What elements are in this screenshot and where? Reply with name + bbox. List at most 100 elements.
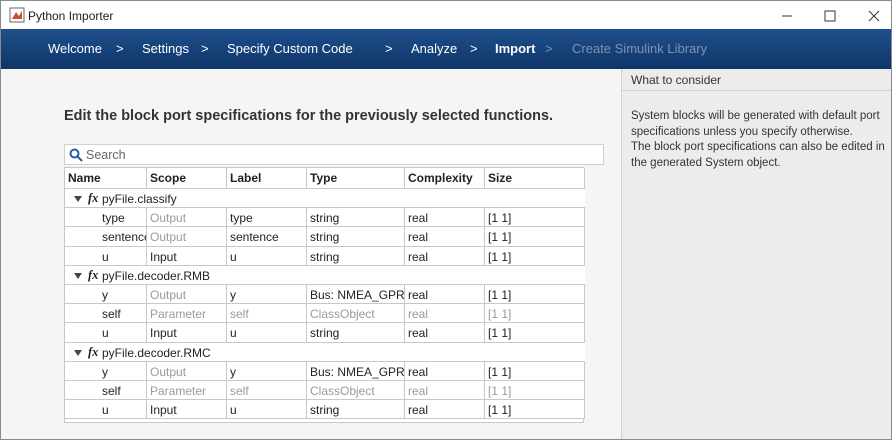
nav-step[interactable]: Create Simulink Library [572, 41, 708, 56]
table-cell: ClassObject [307, 304, 405, 323]
search-icon [69, 148, 83, 162]
function-row[interactable]: fx pyFile.classify [65, 189, 585, 209]
sidebar-paragraph: The block port specifications can also b… [631, 141, 885, 169]
sidebar-paragraph: System blocks will be generated with def… [631, 110, 880, 138]
table-cell: type [227, 208, 307, 227]
table-cell: Input [147, 246, 227, 265]
table-cell: string [307, 400, 405, 419]
function-icon: fx [88, 267, 99, 282]
search-box[interactable]: Search [64, 144, 604, 165]
table-cell: self [65, 304, 147, 323]
function-row[interactable]: fx pyFile.decoder.RMC [65, 342, 585, 362]
table-cell: [1 1] [485, 246, 585, 265]
table-cell: real [405, 323, 485, 342]
nav-separator: > [385, 41, 393, 56]
table-cell: string [307, 323, 405, 342]
app-icon [9, 7, 25, 23]
table-cell: real [405, 400, 485, 419]
table-cell: y [227, 285, 307, 304]
table-cell: real [405, 285, 485, 304]
nav-step[interactable]: Import [495, 41, 536, 56]
column-header: Type [307, 168, 405, 188]
expand-arrow[interactable] [74, 196, 82, 202]
function-icon: fx [88, 191, 99, 205]
sidebar-title: What to consider [622, 69, 891, 91]
port-row[interactable]: u Input u string real [1 1] [65, 323, 585, 343]
table-cell: Bus: NMEA_GPRMC [307, 361, 405, 380]
nav-separator: > [201, 41, 209, 56]
expand-arrow[interactable] [74, 272, 82, 279]
nav-step[interactable]: Specify Custom Code [227, 41, 353, 56]
table-cell: [1 1] [485, 227, 585, 246]
nav-step[interactable]: Welcome [48, 41, 102, 56]
sidebar-text: System blocks will be generated with def… [631, 109, 886, 171]
heading: Edit the block port specifications for t… [64, 108, 554, 124]
port-row[interactable]: self Parameter self ClassObject real [1 1] [65, 304, 585, 324]
table-cell: real [405, 381, 485, 400]
function-name: pyFile.decoder.RMB [102, 268, 211, 283]
table-cell: type [65, 208, 147, 227]
function-name: pyFile.decoder.RMC [102, 345, 211, 360]
column-header: Name [65, 168, 147, 188]
table-cell: string [307, 208, 405, 227]
table-cell: u [227, 246, 307, 265]
port-row[interactable]: sentence Output sentence string real [1 1] [65, 227, 585, 247]
table-cell: [1 1] [485, 361, 585, 380]
function-row[interactable]: fx pyFile.decoder.RMB [65, 265, 585, 285]
column-header: Complexity [405, 168, 485, 188]
table-cell: Output [147, 361, 227, 380]
window-title: Python Importer [28, 9, 114, 23]
table-cell: [1 1] [485, 400, 585, 419]
column-header: Label [227, 168, 307, 188]
table-cell: string [307, 246, 405, 265]
nav-step[interactable]: Analyze [411, 41, 458, 56]
search-placeholder: Search [86, 148, 126, 162]
column-header: Scope [147, 168, 227, 188]
port-row[interactable]: self Parameter self ClassObject real [1 1] [65, 381, 585, 401]
table-cell: [1 1] [485, 304, 585, 323]
table-cell: self [227, 381, 307, 400]
header-row: Name Scope Label Type Complexity Size [65, 168, 585, 189]
nav-bar: Welcome > Settings > Specify Custom Code > Ana… [1, 29, 891, 69]
table-cell: real [405, 304, 485, 323]
table-cell: u [227, 323, 307, 342]
expand-arrow[interactable] [74, 349, 82, 356]
table-cell: [1 1] [485, 381, 585, 400]
column-header: Size [485, 168, 585, 188]
table-cell: Input [147, 400, 227, 419]
table-cell: Output [147, 285, 227, 304]
table-cell: Parameter [147, 381, 227, 400]
port-row[interactable]: u Input u string real [1 1] [65, 400, 585, 420]
table-cell: u [65, 400, 147, 419]
table-cell: self [227, 304, 307, 323]
table-cell: real [405, 208, 485, 227]
table-cell: sentence [65, 227, 147, 246]
nav-step[interactable]: Settings [142, 41, 189, 56]
table-cell: Input [147, 323, 227, 342]
nav-separator: > [470, 41, 478, 56]
nav-separator: > [116, 41, 124, 56]
table-cell: y [65, 361, 147, 380]
table-cell: real [405, 227, 485, 246]
port-row[interactable]: type Output type string real [1 1] [65, 208, 585, 228]
table-cell: string [307, 227, 405, 246]
table-cell: u [65, 246, 147, 265]
table-cell: Bus: NMEA_GPRMB [307, 285, 405, 304]
table-cell: [1 1] [485, 323, 585, 342]
table-cell: ClassObject [307, 381, 405, 400]
table-cell: Output [147, 208, 227, 227]
port-row[interactable]: u Input u string real [1 1] [65, 246, 585, 266]
table-cell: y [65, 285, 147, 304]
table-cell: real [405, 246, 485, 265]
table-cell: [1 1] [485, 208, 585, 227]
table-cell: u [65, 323, 147, 342]
table-cell: [1 1] [485, 285, 585, 304]
window-controls[interactable] [776, 9, 886, 23]
function-name: pyFile.classify [102, 192, 177, 206]
function-icon: fx [88, 344, 99, 359]
sidebar: What to consider System blocks will be g… [621, 69, 891, 439]
table-cell: real [405, 361, 485, 380]
